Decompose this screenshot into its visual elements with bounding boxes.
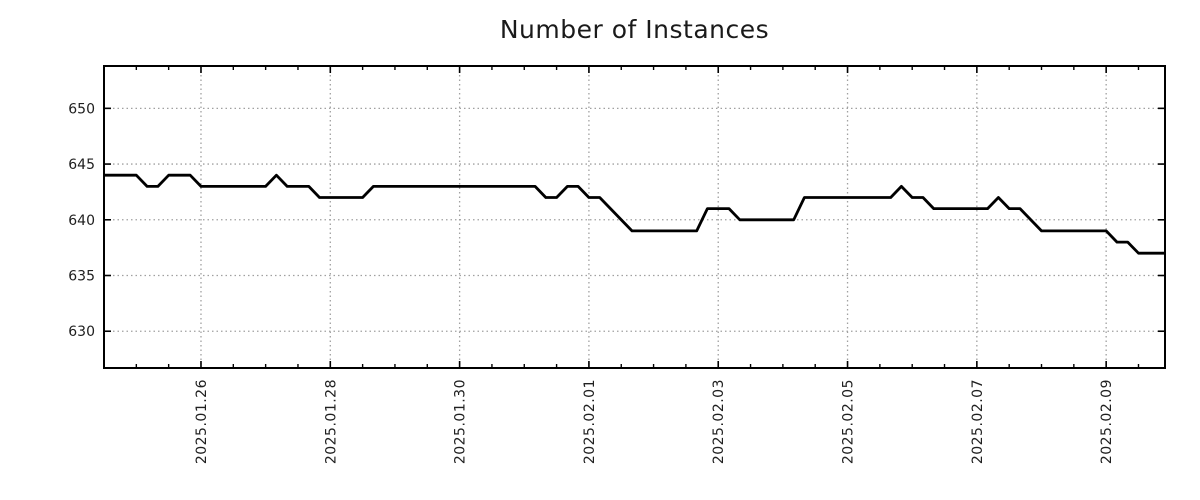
x-tick-label: 2025.02.09 bbox=[1099, 379, 1115, 464]
x-tick-label: 2025.02.05 bbox=[841, 379, 857, 464]
x-tick-label: 2025.02.01 bbox=[582, 379, 598, 464]
y-tick-label: 650 bbox=[68, 101, 95, 117]
y-tick-label: 640 bbox=[68, 213, 95, 229]
y-tick-label: 630 bbox=[68, 324, 95, 340]
plot-frame bbox=[103, 65, 1166, 369]
x-tick-label: 2025.01.26 bbox=[194, 379, 210, 464]
x-tick-label: 2025.01.28 bbox=[323, 379, 339, 464]
x-tick-label: 2025.01.30 bbox=[453, 379, 469, 464]
data-line-instances bbox=[104, 173, 1165, 255]
x-tick-label: 2025.02.07 bbox=[970, 379, 986, 464]
y-tick-label: 645 bbox=[68, 157, 95, 173]
x-tick-label: 2025.02.03 bbox=[711, 379, 727, 464]
y-tick-label: 635 bbox=[68, 269, 95, 285]
chart-title: Number of Instances bbox=[499, 15, 770, 44]
